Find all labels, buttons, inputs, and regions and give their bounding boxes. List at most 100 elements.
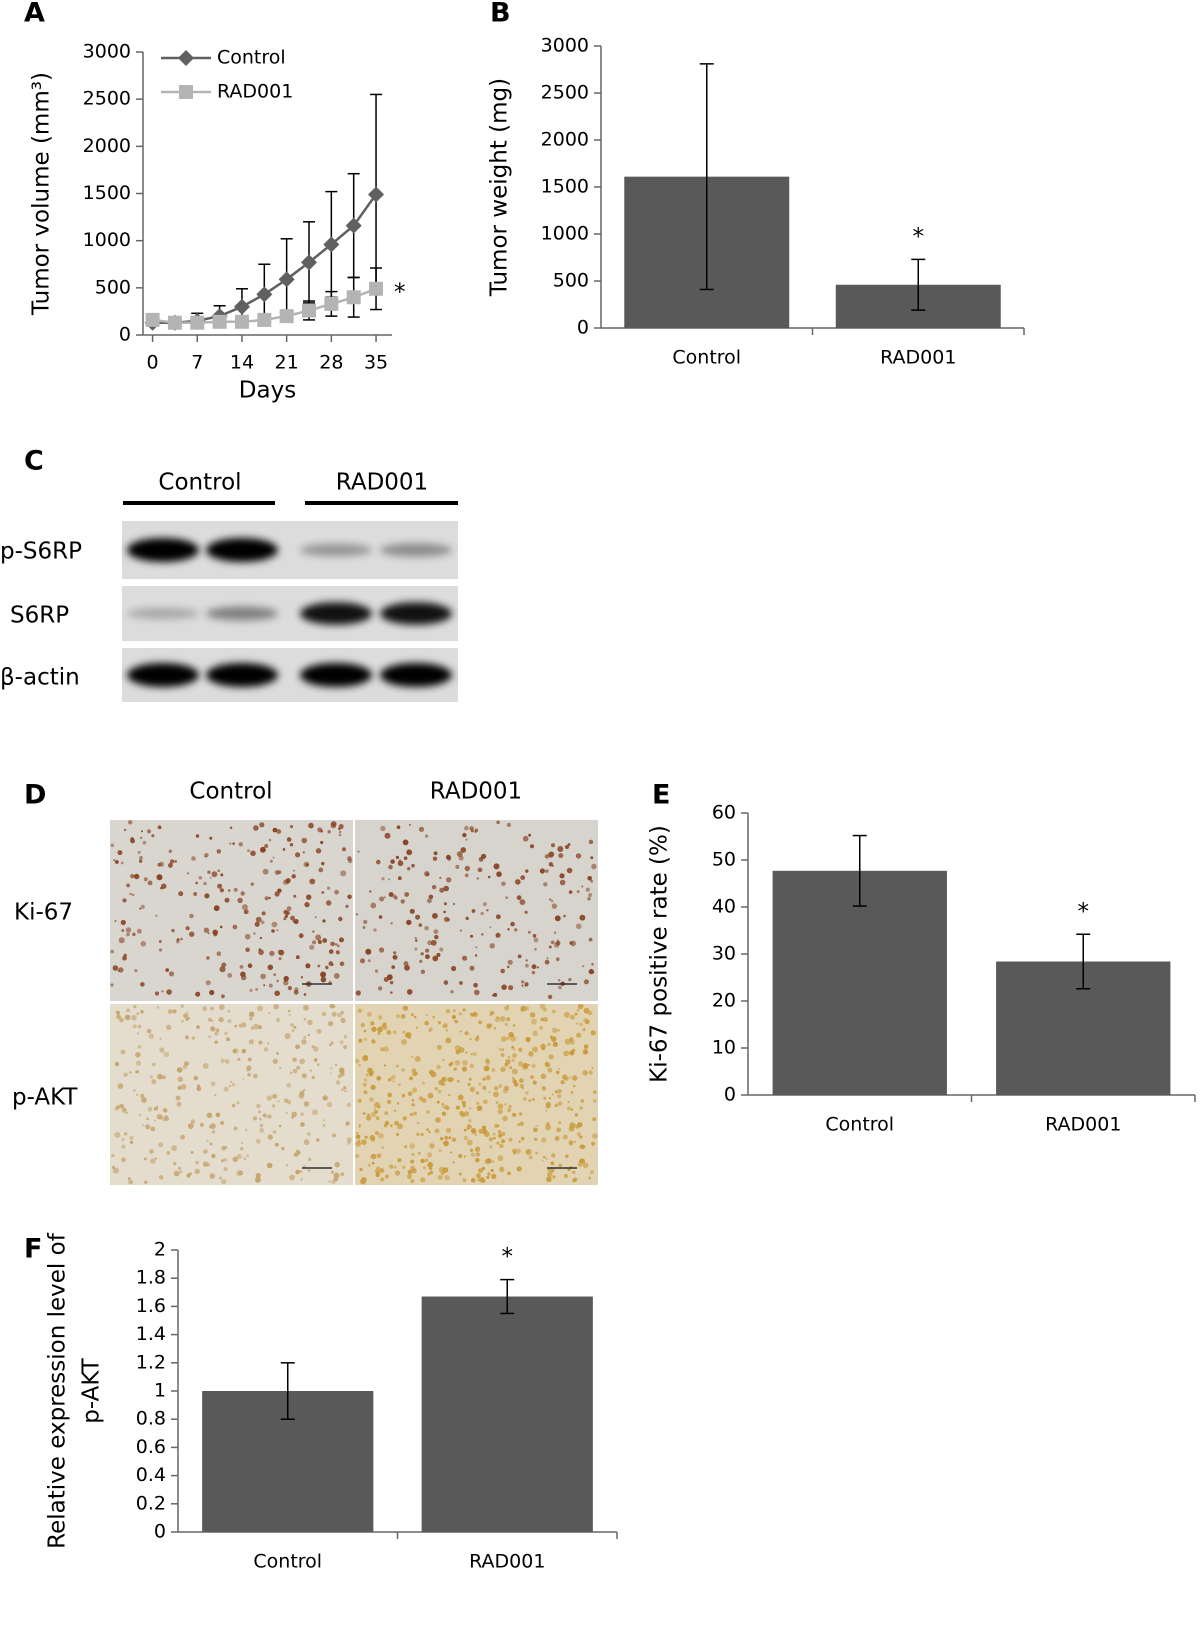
ihc-cell [590, 1030, 596, 1036]
ihc-cell [518, 1047, 523, 1053]
ihc-cell [411, 1071, 417, 1077]
ihc-cell [224, 1059, 230, 1064]
ihc-cell [415, 939, 418, 942]
ihc-cell [545, 1157, 548, 1160]
ihc-cell [293, 1152, 299, 1157]
ihc-cell [462, 1104, 467, 1108]
ihc-cell [468, 1119, 472, 1123]
ihc-cell [562, 1074, 568, 1080]
column-label: RAD001 [430, 779, 522, 805]
marker [323, 236, 340, 253]
ihc-cell [592, 1117, 597, 1121]
ihc-cell [333, 1176, 339, 1182]
ihc-cell [312, 930, 315, 933]
row-label: Ki-67 [14, 900, 73, 926]
ihc-cell [208, 1017, 212, 1022]
ihc-cell [591, 1141, 596, 1146]
ihc-cell [371, 1161, 375, 1165]
ihc-cell [534, 947, 537, 951]
ihc-cell [334, 1162, 340, 1168]
ihc-cell [383, 977, 389, 982]
ihc-cell [187, 1123, 194, 1129]
ihc-cell [420, 952, 424, 956]
ihc-cell [569, 1014, 575, 1020]
ihc-cell [498, 1048, 502, 1051]
ihc-cell [482, 1077, 486, 1081]
ihc-cell [206, 1112, 213, 1119]
ihc-cell [240, 891, 245, 896]
y-tick-label: 40 [712, 896, 736, 918]
ihc-cell [332, 1133, 337, 1138]
ihc-cell [257, 1005, 263, 1012]
ihc-cell [415, 1026, 419, 1030]
ihc-cell [338, 827, 341, 831]
ihc-cell [488, 1137, 493, 1142]
ihc-cell [247, 849, 250, 852]
ihc-cell [535, 1151, 539, 1155]
ihc-cell [114, 920, 117, 923]
ihc-cell [465, 916, 469, 921]
ihc-cell [210, 1006, 214, 1011]
ihc-cell [564, 1011, 570, 1018]
ihc-cell [532, 1030, 538, 1037]
blot-band [206, 606, 278, 621]
ihc-cell [260, 973, 266, 980]
ihc-cell [481, 853, 487, 859]
ihc-cell [437, 1021, 442, 1025]
ihc-cell [156, 1105, 159, 1108]
ihc-cell [444, 1174, 450, 1181]
ihc-cell [120, 861, 124, 865]
ihc-cell [438, 1149, 442, 1153]
ihc-cell [591, 863, 597, 870]
ihc-cell [422, 1166, 426, 1170]
ihc-cell [437, 1089, 442, 1094]
ihc-cell [483, 1065, 490, 1072]
group-label: RAD001 [336, 470, 428, 496]
ihc-cell [151, 834, 155, 838]
ihc-cell [501, 1048, 505, 1052]
ihc-cell [149, 1149, 154, 1154]
ihc-cell [260, 920, 265, 925]
blot-band [127, 607, 199, 620]
ihc-cell [411, 1103, 415, 1107]
ihc-cell [486, 1175, 490, 1179]
ihc-cell [248, 1039, 254, 1045]
ihc-cell [573, 1177, 578, 1182]
ihc-cell [495, 932, 501, 938]
ihc-cell [205, 980, 211, 986]
ihc-cell [592, 1133, 598, 1139]
blot-band [380, 602, 452, 625]
ihc-cell [508, 1032, 514, 1038]
ihc-cell [524, 910, 528, 914]
ihc-cell [481, 933, 484, 936]
y-tick-label: 0 [154, 1521, 166, 1543]
ihc-cell [272, 1130, 277, 1134]
ihc-cell [450, 1061, 454, 1066]
ihc-cell [496, 820, 500, 825]
ihc-cell [468, 1107, 472, 1110]
ihc-cell [295, 1149, 299, 1153]
ihc-cell [374, 969, 379, 973]
annotation: * [502, 1244, 514, 1270]
ihc-cell [407, 867, 411, 871]
ihc-cell [569, 941, 573, 945]
ihc-cell [274, 990, 281, 997]
ihc-cell [415, 914, 421, 920]
ihc-cell [543, 1008, 547, 1012]
ihc-cell [389, 980, 394, 985]
ihc-cell [487, 1172, 491, 1176]
ihc-cell [547, 994, 553, 1000]
ihc-cell [494, 1123, 499, 1129]
ihc-cell [215, 1112, 221, 1118]
ihc-cell [592, 971, 595, 974]
ihc-cell [301, 1073, 307, 1079]
ihc-cell [436, 1100, 440, 1104]
ihc-cell [146, 1028, 152, 1034]
ihc-cell [391, 965, 396, 969]
ihc-cell [392, 1080, 395, 1083]
ihc-cell [576, 1022, 578, 1025]
ihc-cell [311, 1045, 315, 1049]
ihc-cell [126, 883, 130, 888]
ihc-cell [334, 889, 339, 895]
ihc-cell [111, 1153, 115, 1158]
